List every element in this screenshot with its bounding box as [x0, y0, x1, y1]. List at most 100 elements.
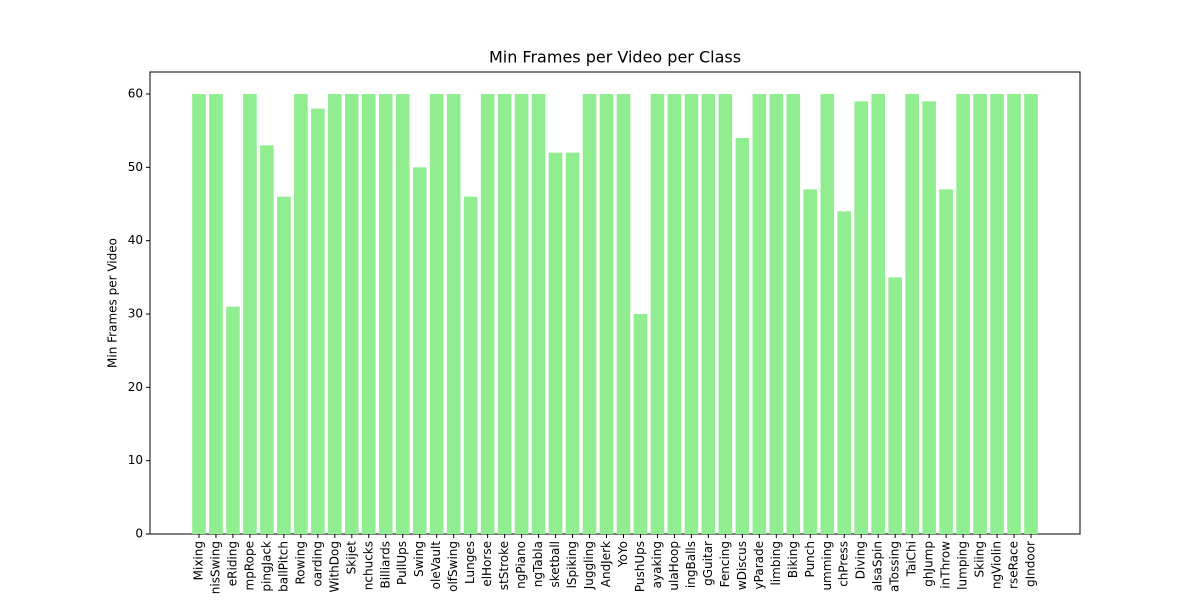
bar: [260, 145, 274, 535]
x-tick-label: pingJack: [259, 541, 273, 592]
x-tick-label: PullUps: [395, 541, 409, 585]
bar: [667, 94, 682, 534]
x-tick-label: Swing: [412, 541, 426, 577]
bar: [752, 94, 767, 534]
bar: [939, 189, 953, 535]
x-tick-label: TaiChi: [905, 541, 919, 577]
bar: [514, 94, 529, 534]
bar: [480, 94, 495, 534]
x-tick-label: eRiding: [225, 541, 239, 586]
bar: [786, 94, 801, 534]
bar: [871, 94, 885, 534]
bar: [650, 94, 665, 534]
y-tick-label: 20: [128, 380, 143, 394]
x-tick-label: Mixing: [191, 541, 205, 580]
x-tick-label: Biking: [786, 541, 800, 578]
x-tick-label: Juggling: [582, 541, 596, 590]
bar: [905, 94, 919, 534]
bar: [616, 94, 631, 534]
bar: [463, 196, 478, 534]
x-tick-label: lSpiking: [565, 541, 579, 588]
x-tick-label: Punch: [803, 541, 817, 577]
x-tick-label: elHorse: [480, 541, 494, 587]
bar: [378, 94, 393, 534]
bar: [345, 94, 359, 534]
x-tick-label: sketball: [548, 541, 562, 588]
bar: [684, 94, 699, 534]
bar: [192, 94, 206, 534]
x-tick-label: chPress: [837, 541, 851, 587]
x-tick-label: gGuitar: [701, 541, 715, 586]
bar: [922, 101, 936, 534]
bar: [209, 94, 223, 534]
x-tick-label: ngTabla: [531, 541, 545, 587]
x-tick-label: nchucks: [361, 541, 375, 590]
x-tick-label: inThrow: [939, 541, 953, 589]
x-tick-label: alsaSpin: [871, 541, 885, 591]
bar: [277, 196, 291, 534]
x-tick-label: lumping: [956, 541, 970, 590]
bar: [311, 108, 325, 535]
bar: [548, 152, 563, 534]
x-tick-label: oarding: [310, 541, 324, 587]
bar: [599, 94, 614, 534]
x-tick-label: Fencing: [718, 541, 732, 587]
bar: [718, 94, 733, 534]
bar: [633, 314, 648, 534]
x-tick-label: ingBalls: [684, 541, 698, 588]
x-tick-label: ayaking: [650, 541, 664, 588]
bar: [735, 138, 750, 534]
bar: [803, 189, 818, 535]
x-tick-label: aTossing: [888, 541, 902, 592]
x-tick-label: limbing: [769, 541, 783, 586]
x-tick-label: Lunges: [463, 541, 477, 584]
y-tick-label: 30: [128, 307, 143, 321]
bar: [582, 94, 597, 534]
x-tick-label: Skiing: [973, 541, 987, 577]
bar: [990, 94, 1004, 534]
bar: [531, 94, 546, 534]
bar: [888, 277, 902, 534]
x-tick-label: YoYo: [616, 541, 630, 568]
bar: [854, 101, 869, 534]
x-tick-label: Rowing: [293, 541, 307, 585]
y-tick-label: 10: [128, 453, 143, 467]
x-tick-label: AndJerk: [599, 541, 613, 587]
x-tick-label: umming: [820, 541, 834, 591]
x-tick-label: WithDog: [327, 541, 341, 592]
bar: [243, 94, 257, 534]
x-tick-label: stStroke: [497, 541, 511, 590]
bar: [701, 94, 716, 534]
bar: [973, 94, 987, 534]
y-tick-label: 50: [128, 160, 143, 174]
bar: [446, 94, 461, 534]
y-tick-label: 40: [128, 233, 143, 247]
x-tick-label: ghJump: [922, 541, 936, 587]
x-tick-label: olfSwing: [446, 541, 460, 592]
bar: [395, 94, 410, 534]
bar: [1024, 94, 1038, 534]
bar: [497, 94, 512, 534]
x-tick-label: rseRace: [1007, 541, 1021, 589]
x-tick-label: gIndoor: [1024, 541, 1038, 587]
bar: [1007, 94, 1021, 534]
x-tick-label: Billiards: [378, 541, 392, 589]
bar: [956, 94, 970, 534]
x-tick-label: ngPiano: [514, 541, 528, 589]
bar: [412, 167, 427, 535]
x-tick-label: mpRope: [242, 541, 256, 590]
y-tick-label: 60: [128, 87, 143, 101]
x-tick-label: yParade: [752, 541, 766, 589]
bar: [429, 94, 444, 534]
x-tick-label: Diving: [854, 541, 868, 579]
bar: [565, 152, 580, 534]
x-tick-label: ngViolin: [990, 541, 1004, 589]
x-tick-label: ulaHoop: [667, 541, 681, 591]
bar: [294, 94, 308, 534]
bar: [226, 306, 240, 534]
x-tick-label: PushUps: [633, 541, 647, 592]
bar: [837, 211, 852, 535]
plot-frame: [149, 71, 1081, 535]
x-tick-label: oleVault: [429, 541, 443, 590]
